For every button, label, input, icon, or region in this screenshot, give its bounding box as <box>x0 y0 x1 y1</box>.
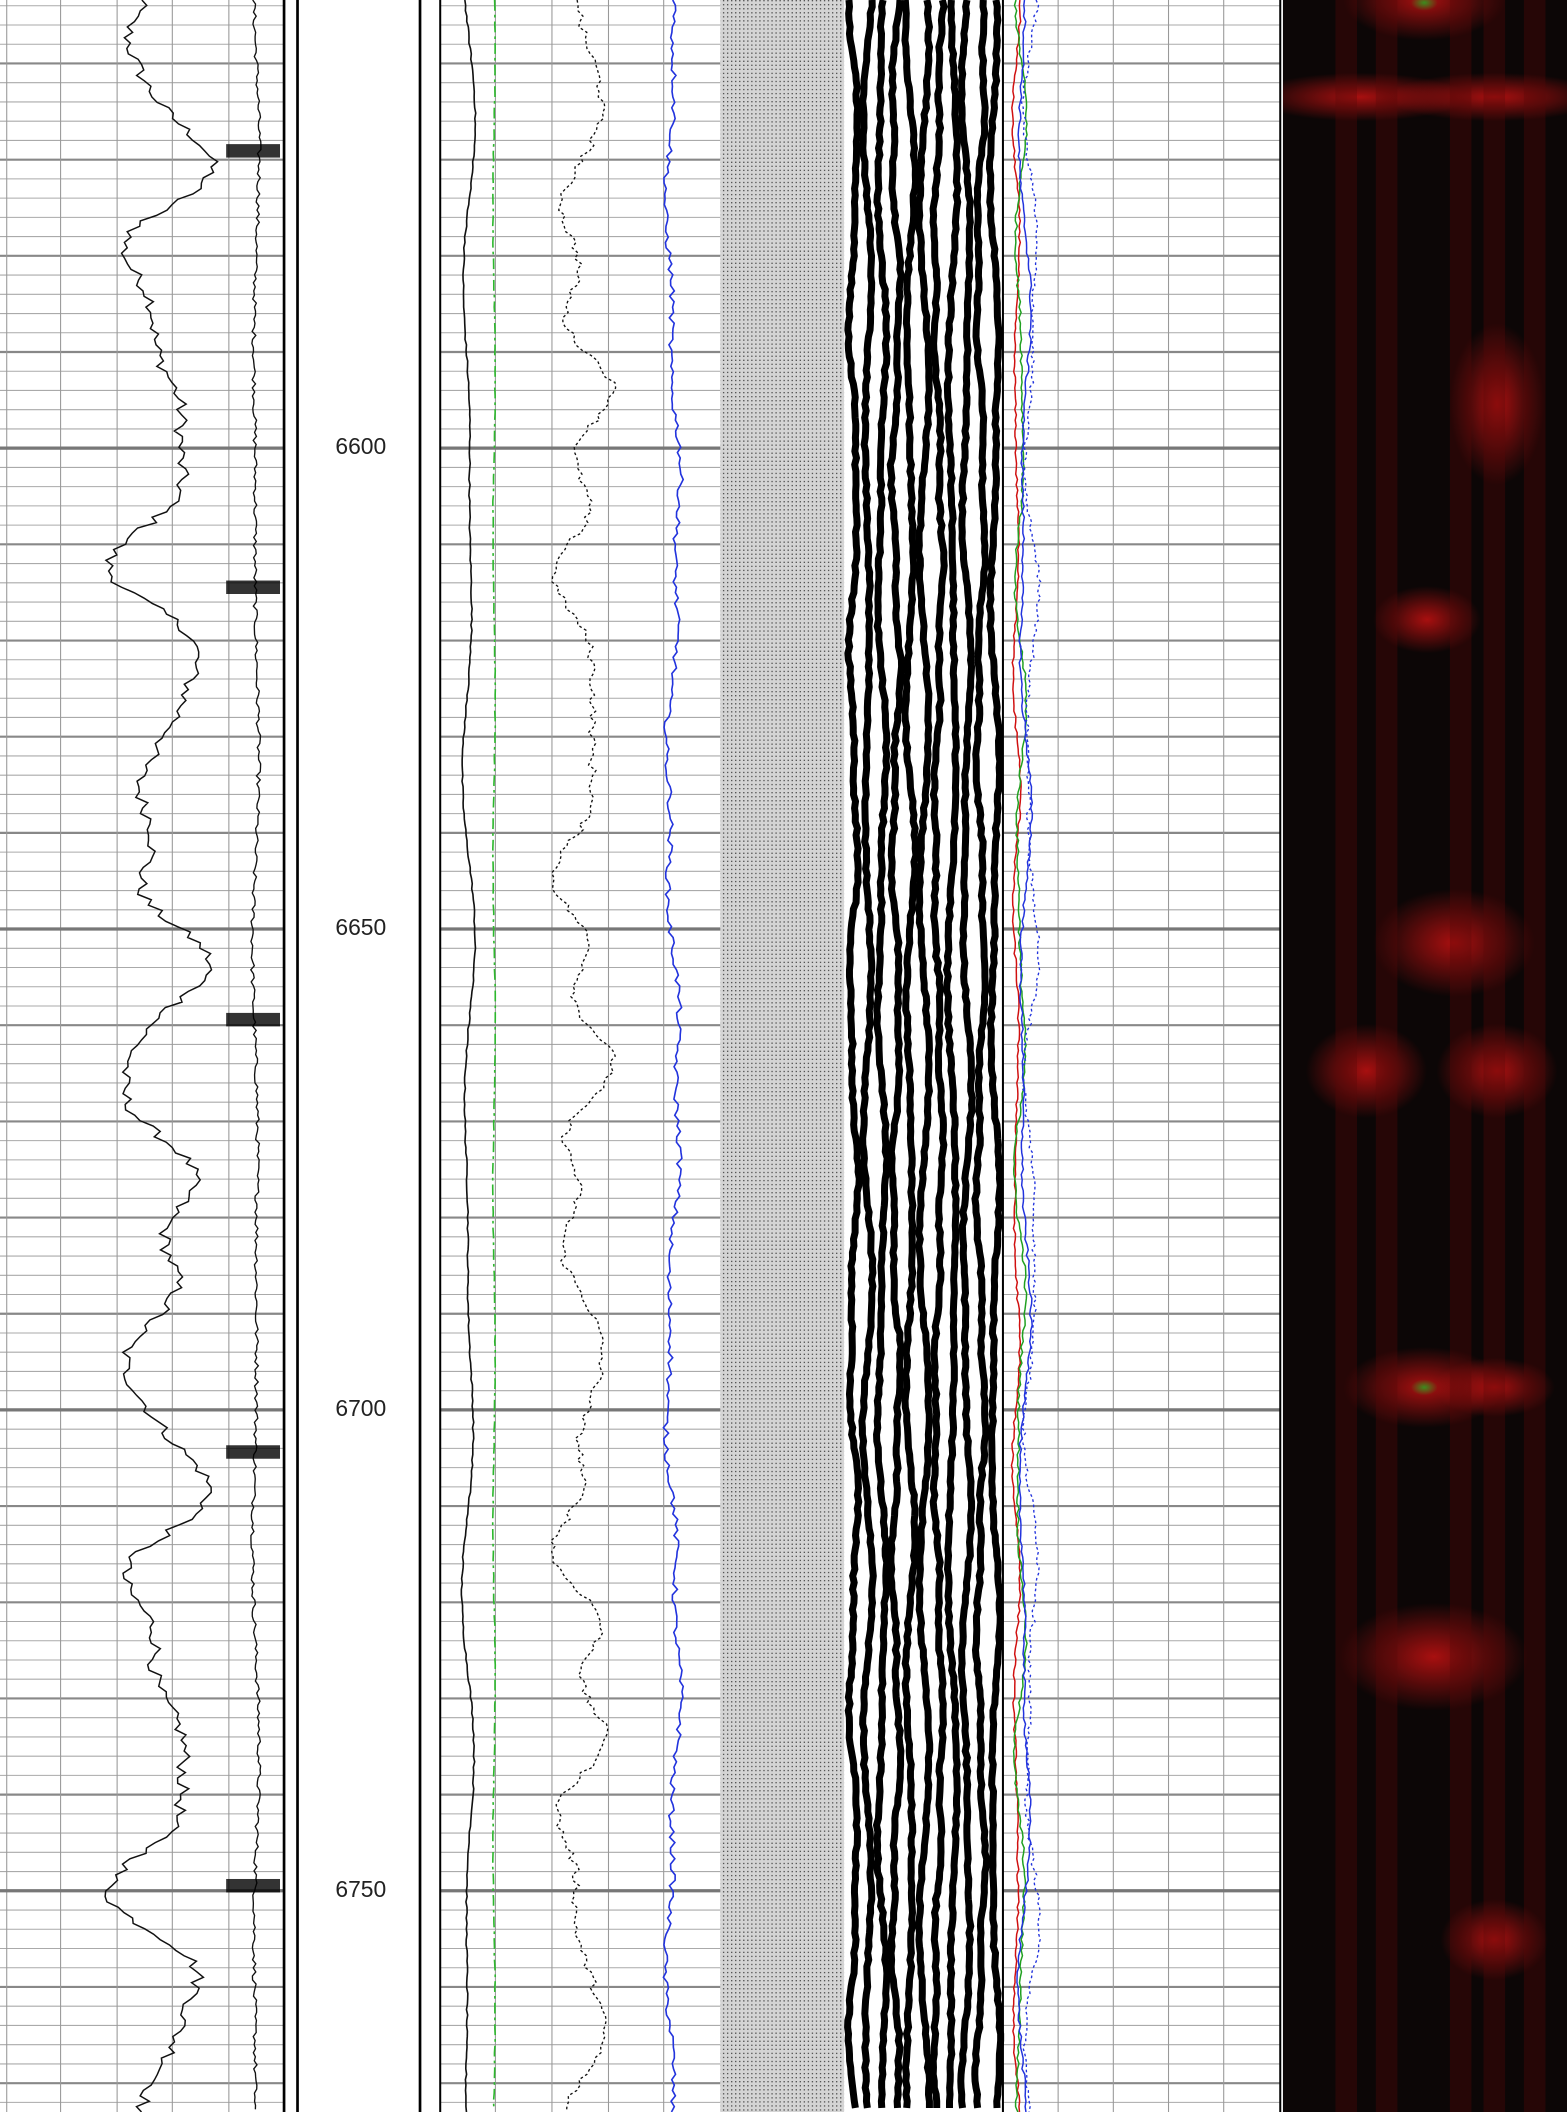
log-curve <box>662 0 685 2112</box>
image-glow <box>1373 888 1535 997</box>
image-track-features <box>1282 0 1567 2112</box>
image-glow-green <box>1410 1379 1438 1396</box>
image-stripe <box>1483 0 1506 2112</box>
log-curve <box>872 0 891 2109</box>
image-glow <box>1433 1357 1555 1417</box>
spike <box>226 1878 281 1893</box>
log-curve <box>104 0 219 2112</box>
log-curve <box>971 0 991 2109</box>
log-curve <box>1010 0 1022 2112</box>
log-curve <box>858 0 877 2109</box>
spike <box>226 580 281 594</box>
log-curve <box>1016 0 1034 2112</box>
image-stripe <box>1449 0 1472 2112</box>
depth-label: 6750 <box>335 1876 386 1902</box>
log-curve <box>1020 0 1042 2112</box>
spike <box>226 1445 281 1459</box>
image-glow <box>1373 585 1481 654</box>
image-stripe <box>1523 0 1546 2112</box>
image-stripe <box>1335 0 1357 2112</box>
log-curve <box>886 0 906 2109</box>
image-glow <box>1436 1023 1558 1118</box>
log-curve <box>460 0 477 2112</box>
image-glow <box>1440 1899 1549 1980</box>
image-glow <box>1449 323 1545 485</box>
image-glow <box>1305 1023 1427 1118</box>
log-curve <box>549 0 617 2112</box>
vdl-background <box>720 0 845 2112</box>
log-curve <box>942 0 962 2108</box>
log-curve <box>901 0 920 2109</box>
depth-label: 6700 <box>335 1395 386 1421</box>
log-curve <box>985 0 1005 2109</box>
log-curve <box>844 0 863 2109</box>
image-glow <box>1339 1602 1528 1711</box>
curves <box>104 0 1567 2112</box>
image-glow-green <box>1410 0 1438 11</box>
depth-label: 6650 <box>335 914 386 940</box>
image-stripe <box>1375 0 1398 2112</box>
depth-label: 6600 <box>335 433 386 459</box>
depth-labels: 6600 6650 6700 6750 <box>335 433 386 1902</box>
log-curve <box>249 0 262 2110</box>
image-glow <box>1386 72 1567 122</box>
spike <box>226 1012 281 1027</box>
log-curve <box>957 0 976 2109</box>
image-glow <box>1343 0 1506 41</box>
log-curve <box>1012 0 1028 2112</box>
log-curve <box>929 0 948 2108</box>
log-curve <box>914 0 934 2108</box>
grid <box>0 0 1281 2112</box>
spike <box>226 144 281 158</box>
track-borders <box>282 0 1282 2112</box>
log-curve <box>491 0 497 2110</box>
